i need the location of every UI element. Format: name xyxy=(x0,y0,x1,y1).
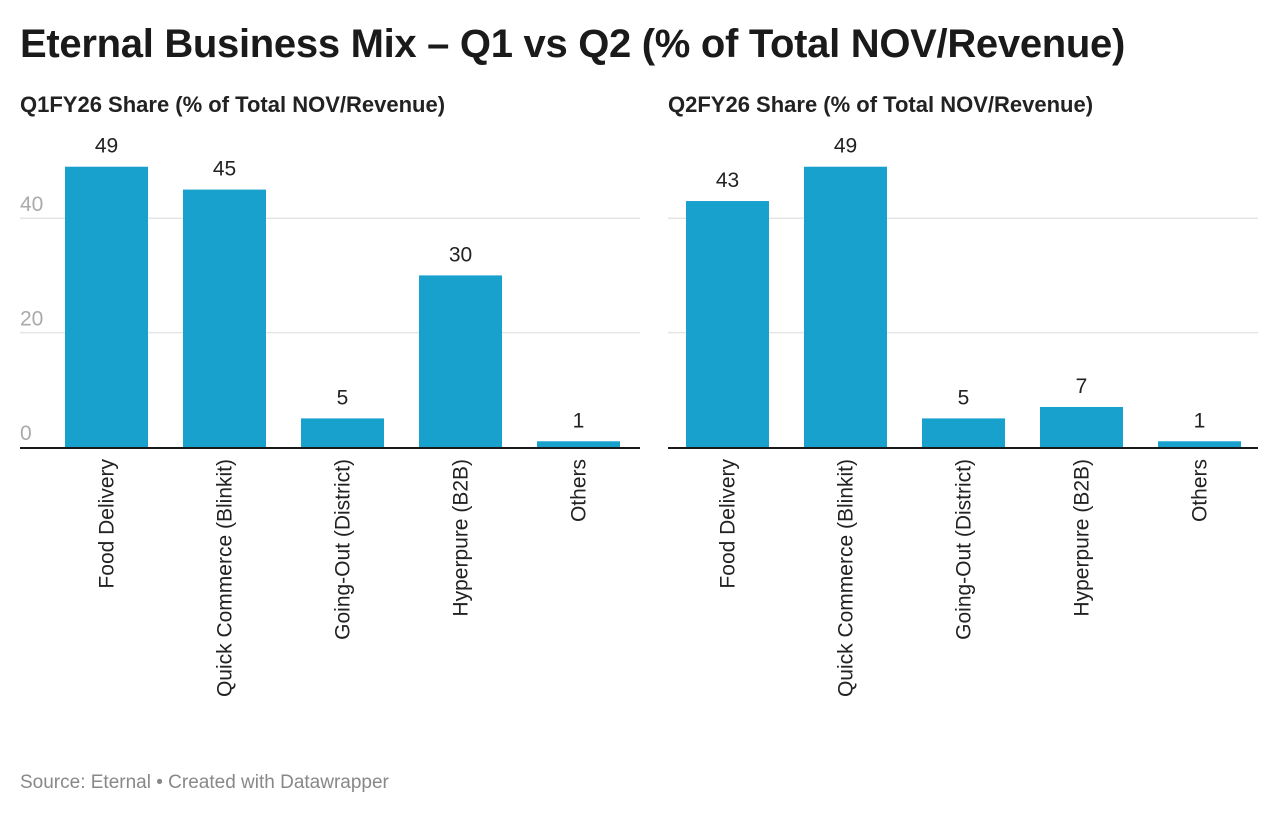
bar-1-0 xyxy=(686,201,769,447)
category-label: Going-Out (District) xyxy=(332,459,355,640)
bar-1-2 xyxy=(922,418,1005,447)
value-label: 30 xyxy=(449,243,472,266)
category-label: Quick Commerce (Blinkit) xyxy=(835,459,858,697)
category-label: Hyperpure (B2B) xyxy=(1071,459,1094,617)
value-label: 45 xyxy=(213,158,236,181)
value-label: 49 xyxy=(834,135,857,158)
bar-0-2 xyxy=(301,418,384,447)
y-tick-label: 0 xyxy=(20,422,32,445)
bar-0-4 xyxy=(537,441,620,447)
bar-1-4 xyxy=(1158,441,1241,447)
category-label: Food Delivery xyxy=(96,459,119,589)
value-label: 5 xyxy=(958,386,970,409)
left-chart-subtitle: Q1FY26 Share (% of Total NOV/Revenue) xyxy=(20,92,446,117)
category-label: Hyperpure (B2B) xyxy=(450,459,473,617)
source-footer: Source: Eternal • Created with Datawrapp… xyxy=(20,772,389,793)
bar-0-1 xyxy=(183,189,266,447)
bar-1-1 xyxy=(804,166,887,447)
y-tick-label: 20 xyxy=(20,308,43,331)
value-label: 5 xyxy=(337,386,349,409)
value-label: 7 xyxy=(1076,375,1088,398)
category-label: Going-Out (District) xyxy=(953,459,976,640)
category-label: Food Delivery xyxy=(717,459,740,589)
bar-0-3 xyxy=(419,275,502,447)
value-label: 49 xyxy=(95,135,118,158)
y-tick-label: 40 xyxy=(20,193,43,216)
value-label: 43 xyxy=(716,169,739,192)
category-label: Quick Commerce (Blinkit) xyxy=(214,459,237,697)
value-label: 1 xyxy=(1194,409,1206,432)
value-label: 1 xyxy=(573,409,585,432)
category-label: Others xyxy=(1189,459,1212,522)
bar-1-3 xyxy=(1040,406,1123,447)
right-chart-subtitle: Q2FY26 Share (% of Total NOV/Revenue) xyxy=(668,92,1094,117)
chart-title: Eternal Business Mix – Q1 vs Q2 (% of To… xyxy=(20,22,1125,66)
bar-0-0 xyxy=(65,166,148,447)
category-label: Others xyxy=(568,459,591,522)
